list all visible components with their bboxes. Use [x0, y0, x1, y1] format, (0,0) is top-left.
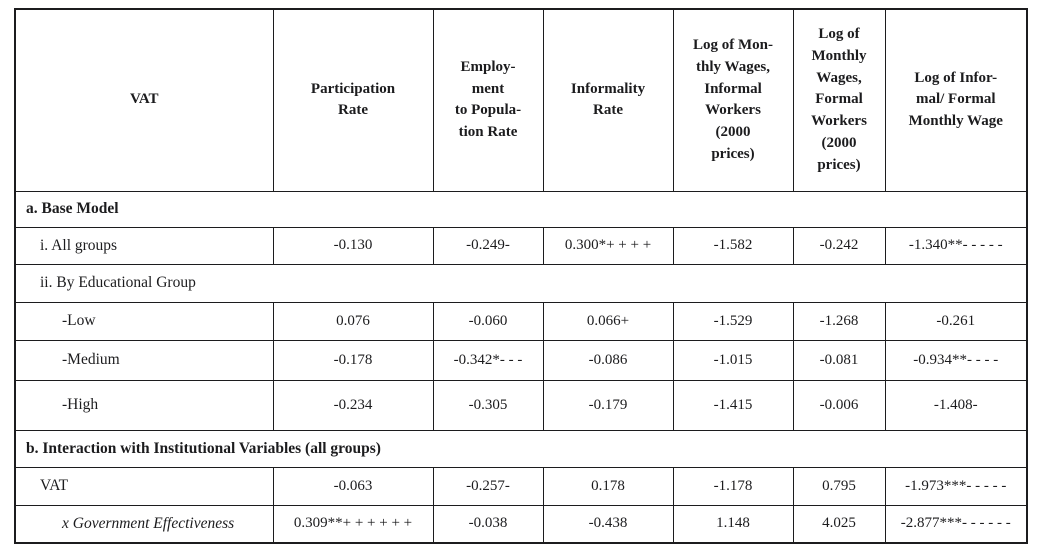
- header-cell-participation-rate: Participation Rate: [272, 8, 434, 192]
- header-cell-employment-to-population-rate: Employ- ment to Popula- tion Rate: [432, 8, 544, 192]
- cell-value: -0.234: [272, 379, 434, 431]
- cell-value: -1.178: [672, 466, 794, 506]
- cell-value: 4.025: [792, 504, 886, 544]
- cell-value: -1.408-: [884, 379, 1028, 431]
- row-label: -Medium: [14, 339, 274, 381]
- cell-value: -0.305: [432, 379, 544, 431]
- section-label: b. Interaction with Institutional Variab…: [14, 429, 1028, 468]
- cell-value: -0.934**- - - -: [884, 339, 1028, 381]
- cell-value: 0.300*+ + + +: [542, 226, 674, 265]
- section-row-base-model: a. Base Model: [14, 190, 1028, 228]
- cell-value: -0.006: [792, 379, 886, 431]
- header-cell-vat: VAT: [14, 8, 274, 192]
- row-label: VAT: [14, 466, 274, 506]
- cell-value: -0.060: [432, 301, 544, 341]
- header-cell-log-wages-informal: Log of Mon- thly Wages, Informal Workers…: [672, 8, 794, 192]
- table-header-row: VAT Participation Rate Employ- ment to P…: [14, 8, 1028, 192]
- cell-value: -0.038: [432, 504, 544, 544]
- cell-value: -0.178: [272, 339, 434, 381]
- cell-value: -0.179: [542, 379, 674, 431]
- row-label: -High: [14, 379, 274, 431]
- cell-value: -1.529: [672, 301, 794, 341]
- row-label: -Low: [14, 301, 274, 341]
- cell-value: -0.249-: [432, 226, 544, 265]
- row-label: x Government Effectiveness: [14, 504, 274, 544]
- row-label: i. All groups: [14, 226, 274, 265]
- cell-value: -0.081: [792, 339, 886, 381]
- table-row-medium: -Medium -0.178 -0.342*- - - -0.086 -1.01…: [14, 339, 1028, 381]
- table-row-vat: VAT -0.063 -0.257- 0.178 -1.178 0.795 -1…: [14, 466, 1028, 506]
- cell-value: 0.178: [542, 466, 674, 506]
- table-row-high: -High -0.234 -0.305 -0.179 -1.415 -0.006…: [14, 379, 1028, 431]
- cell-value: -1.973***- - - - -: [884, 466, 1028, 506]
- cell-value: -0.257-: [432, 466, 544, 506]
- cell-value: 0.795: [792, 466, 886, 506]
- table-row-all-groups: i. All groups -0.130 -0.249- 0.300*+ + +…: [14, 226, 1028, 265]
- section-row-by-educational-group: ii. By Educational Group: [14, 263, 1028, 303]
- header-cell-log-informal-formal-wage: Log of Infor- mal/ Formal Monthly Wage: [884, 8, 1028, 192]
- header-cell-informality-rate: Informality Rate: [542, 8, 674, 192]
- section-row-interaction: b. Interaction with Institutional Variab…: [14, 429, 1028, 468]
- cell-value: -0.342*- - -: [432, 339, 544, 381]
- cell-value: -1.582: [672, 226, 794, 265]
- cell-value: -1.268: [792, 301, 886, 341]
- regression-results-table: VAT Participation Rate Employ- ment to P…: [14, 8, 1028, 544]
- cell-value: -1.340**- - - - -: [884, 226, 1028, 265]
- table-row-government-effectiveness: x Government Effectiveness 0.309**+ + + …: [14, 504, 1028, 544]
- cell-value: -0.438: [542, 504, 674, 544]
- cell-value: -1.015: [672, 339, 794, 381]
- cell-value: -2.877***- - - - - -: [884, 504, 1028, 544]
- cell-value: -0.086: [542, 339, 674, 381]
- cell-value: -0.063: [272, 466, 434, 506]
- table-row-low: -Low 0.076 -0.060 0.066+ -1.529 -1.268 -…: [14, 301, 1028, 341]
- section-label: a. Base Model: [14, 190, 1028, 228]
- cell-value: 0.309**+ + + + + +: [272, 504, 434, 544]
- cell-value: -0.242: [792, 226, 886, 265]
- header-cell-log-wages-formal: Log of Monthly Wages, Formal Workers (20…: [792, 8, 886, 192]
- cell-value: 1.148: [672, 504, 794, 544]
- cell-value: 0.066+: [542, 301, 674, 341]
- cell-value: 0.076: [272, 301, 434, 341]
- cell-value: -1.415: [672, 379, 794, 431]
- cell-value: -0.130: [272, 226, 434, 265]
- cell-value: -0.261: [884, 301, 1028, 341]
- section-label: ii. By Educational Group: [14, 263, 1028, 303]
